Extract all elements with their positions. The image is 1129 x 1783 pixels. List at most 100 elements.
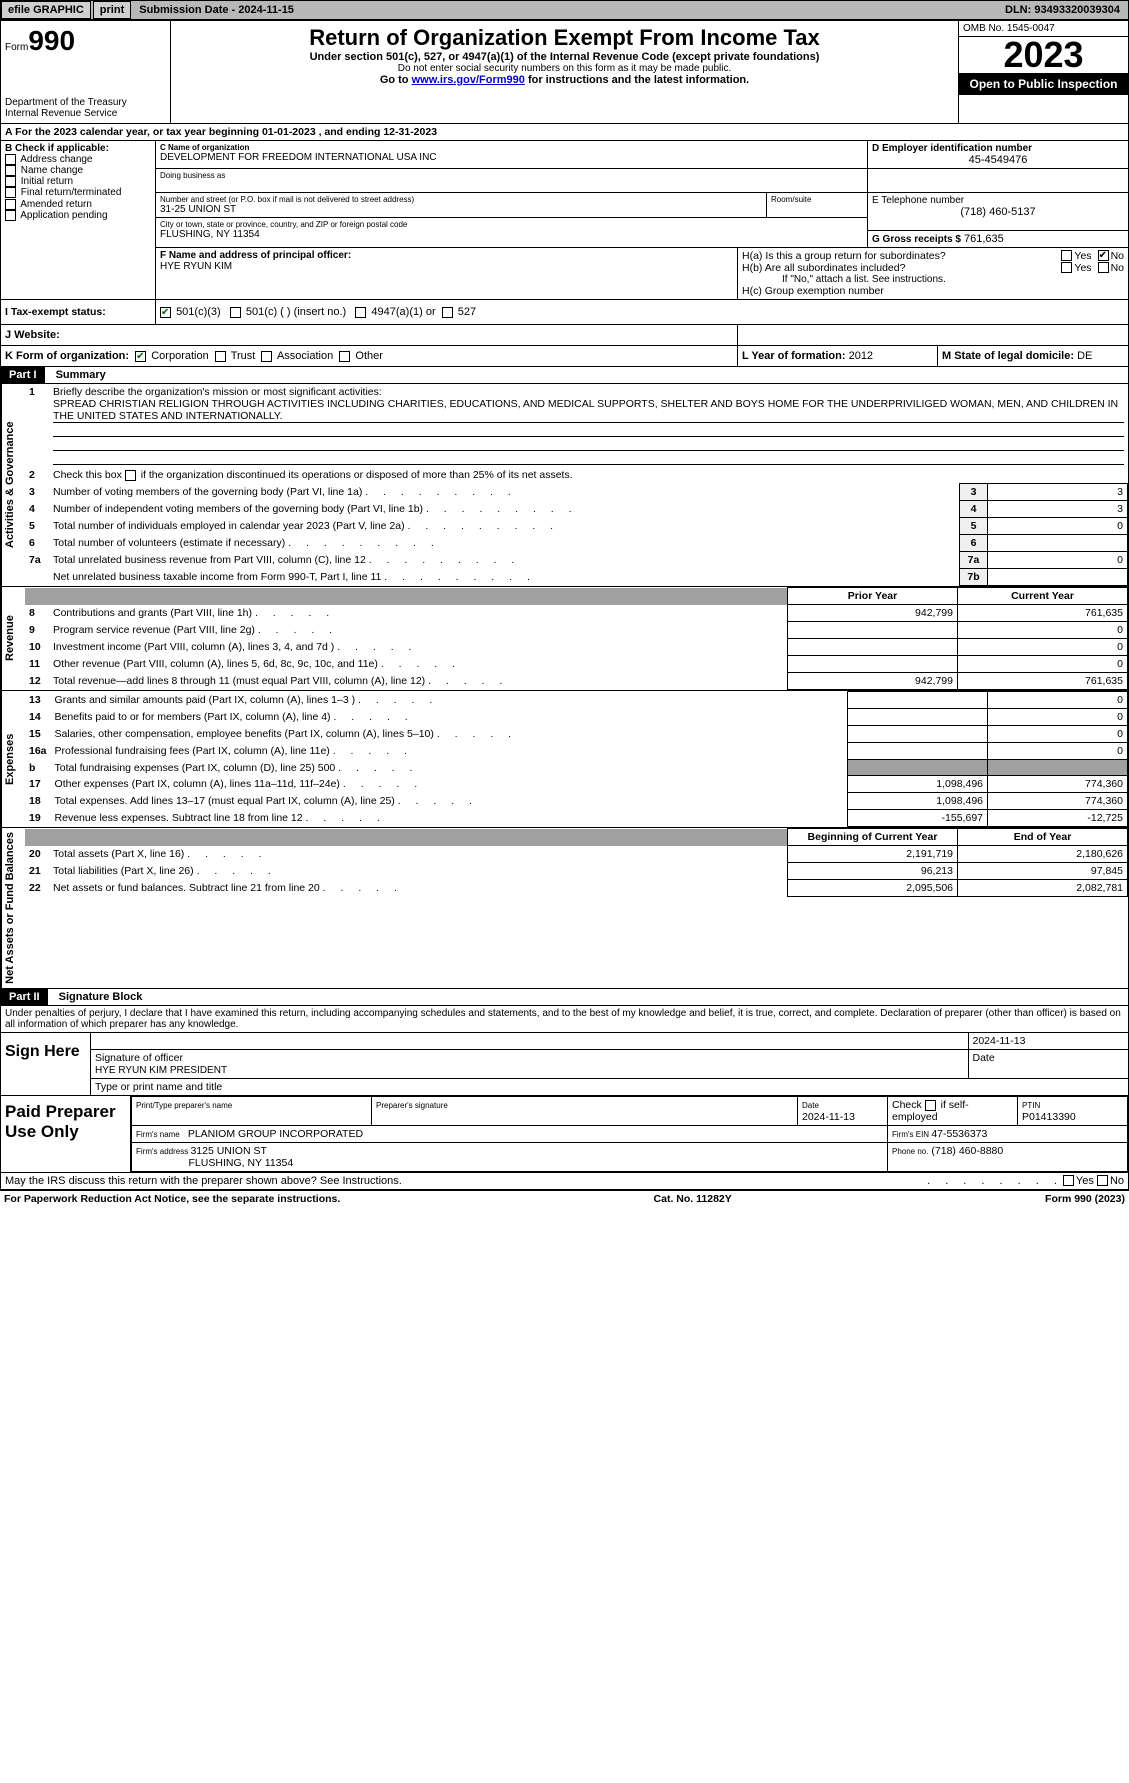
i-lbl: I Tax-exempt status: xyxy=(1,300,156,324)
goto-pre: Go to xyxy=(380,74,412,86)
perjury-statement: Under penalties of perjury, I declare th… xyxy=(0,1006,1129,1033)
m-val: DE xyxy=(1077,350,1092,362)
ha-text: H(a) Is this a group return for subordin… xyxy=(742,250,1061,262)
activities-governance: Activities & Governance 1 Briefly descri… xyxy=(0,384,1129,587)
efile-btn[interactable]: efile GRAPHIC xyxy=(1,1,91,19)
l-lbl: L Year of formation: xyxy=(742,350,846,362)
ptin-val: P01413390 xyxy=(1022,1111,1076,1123)
dept-treasury: Department of the Treasury xyxy=(5,97,166,108)
m-lbl: M State of legal domicile: xyxy=(942,350,1074,362)
prep-date: 2024-11-13 xyxy=(802,1111,855,1123)
type-lbl: Type or print name and title xyxy=(91,1078,1128,1095)
discuss-no[interactable] xyxy=(1097,1175,1108,1186)
assoc-lbl: Association xyxy=(277,350,333,362)
other-check[interactable] xyxy=(339,351,350,362)
boxb-check[interactable] xyxy=(5,176,16,187)
tax-exempt-row: I Tax-exempt status: 501(c)(3) 501(c) ( … xyxy=(0,300,1129,325)
discuss-text: May the IRS discuss this return with the… xyxy=(5,1175,927,1187)
firm-addr1: 3125 UNION ST xyxy=(190,1145,266,1157)
j-website: J Website: xyxy=(1,325,738,345)
topbar: efile GRAPHIC print Submission Date - 20… xyxy=(0,0,1129,20)
discuss-yes-lbl: Yes xyxy=(1076,1175,1094,1187)
firm-name: PLANIOM GROUP INCORPORATED xyxy=(188,1128,363,1140)
firm-phone: (718) 460-8880 xyxy=(931,1145,1003,1157)
gross-val: 761,635 xyxy=(964,233,1004,245)
part1-title: Summary xyxy=(48,367,114,383)
print-btn[interactable]: print xyxy=(93,1,131,19)
netassets-block: Net Assets or Fund Balances Beginning of… xyxy=(0,828,1129,989)
form-header: Form990 Department of the Treasury Inter… xyxy=(0,20,1129,124)
prep-name-lbl: Print/Type preparer's name xyxy=(136,1101,232,1110)
527-check[interactable] xyxy=(442,307,453,318)
boxb-check[interactable] xyxy=(5,199,16,210)
d-ein-lbl: D Employer identification number xyxy=(872,143,1124,154)
dba-lbl: Doing business as xyxy=(160,171,863,180)
hb-text: H(b) Are all subordinates included? xyxy=(742,262,1061,274)
e-phone-lbl: E Telephone number xyxy=(872,195,1124,206)
part1-header: Part I Summary xyxy=(0,367,1129,384)
firm-ein: 47-5536373 xyxy=(931,1128,987,1140)
org-name: DEVELOPMENT FOR FREEDOM INTERNATIONAL US… xyxy=(160,152,863,163)
phone-val: (718) 460-5137 xyxy=(872,206,1124,218)
4947-lbl: 4947(a)(1) or xyxy=(371,306,435,318)
ein-val: 45-4549476 xyxy=(872,154,1124,166)
side-rev: Revenue xyxy=(1,587,25,690)
firm-phone-lbl: Phone no. xyxy=(892,1147,928,1156)
self-emp-check[interactable] xyxy=(925,1100,936,1111)
ha-yes[interactable] xyxy=(1061,250,1072,261)
firm-name-lbl: Firm's name xyxy=(136,1130,182,1139)
mission-text: SPREAD CHRISTIAN RELIGION THROUGH ACTIVI… xyxy=(53,398,1124,423)
boxb-check[interactable] xyxy=(5,154,16,165)
4947-check[interactable] xyxy=(355,307,366,318)
website-row: J Website: xyxy=(0,325,1129,346)
irs-link[interactable]: www.irs.gov/Form990 xyxy=(412,74,525,86)
corp-lbl: Corporation xyxy=(151,350,208,362)
hc-text: H(c) Group exemption number xyxy=(742,285,1124,297)
form-num: 990 xyxy=(28,25,75,56)
officer-val: HYE RYUN KIM xyxy=(160,261,733,272)
box-b-label: B Check if applicable: xyxy=(5,143,151,154)
expenses-block: Expenses 13Grants and similar amounts pa… xyxy=(0,691,1129,828)
hb-yes[interactable] xyxy=(1061,262,1072,273)
subtitle1: Under section 501(c), 527, or 4947(a)(1)… xyxy=(179,51,950,63)
box-h: H(a) Is this a group return for subordin… xyxy=(738,248,1128,299)
trust-check[interactable] xyxy=(215,351,226,362)
boxb-check[interactable] xyxy=(5,187,16,198)
discuss-yes[interactable] xyxy=(1063,1175,1074,1186)
corp-check[interactable] xyxy=(135,351,146,362)
paid-preparer-row: Paid Preparer Use Only Print/Type prepar… xyxy=(0,1096,1129,1173)
firm-addr2: FLUSHING, NY 11354 xyxy=(189,1157,294,1169)
g-gross-lbl: G Gross receipts $ xyxy=(872,234,961,245)
c-name-lbl: C Name of organization xyxy=(160,143,863,152)
info-block: B Check if applicable: Address change Na… xyxy=(0,141,1129,300)
501c-check[interactable] xyxy=(230,307,241,318)
boxb-check[interactable] xyxy=(5,210,16,221)
no-lbl2: No xyxy=(1111,262,1124,274)
form-word: Form xyxy=(5,42,28,53)
firm-ein-lbl: Firm's EIN xyxy=(892,1130,931,1139)
ha-no[interactable] xyxy=(1098,250,1109,261)
yes-lbl2: Yes xyxy=(1074,262,1091,274)
tax-year: 2023 xyxy=(959,37,1128,73)
other-lbl: Other xyxy=(355,350,383,362)
hb-no[interactable] xyxy=(1098,262,1109,273)
footer-right: Form 990 (2023) xyxy=(1045,1193,1125,1205)
k-lbl: K Form of organization: xyxy=(5,350,129,362)
form-title: Return of Organization Exempt From Incom… xyxy=(179,25,950,51)
l2-check[interactable] xyxy=(125,470,136,481)
side-ag: Activities & Governance xyxy=(1,384,25,586)
dln: DLN: 93493320039304 xyxy=(997,2,1128,18)
boxb-check[interactable] xyxy=(5,165,16,176)
prep-date-lbl: Date xyxy=(802,1101,819,1110)
sig-officer-lbl: Signature of officer xyxy=(95,1052,183,1064)
side-exp: Expenses xyxy=(1,691,25,827)
sig-date: 2024-11-13 xyxy=(968,1033,1128,1050)
501c3-check[interactable] xyxy=(160,307,171,318)
501c-lbl: 501(c) ( ) (insert no.) xyxy=(246,306,346,318)
subtitle2: Do not enter social security numbers on … xyxy=(179,63,950,74)
city-val: FLUSHING, NY 11354 xyxy=(160,229,863,240)
l-val: 2012 xyxy=(849,350,873,362)
paid-preparer: Paid Preparer Use Only xyxy=(1,1096,131,1172)
side-na: Net Assets or Fund Balances xyxy=(1,828,25,988)
assoc-check[interactable] xyxy=(261,351,272,362)
